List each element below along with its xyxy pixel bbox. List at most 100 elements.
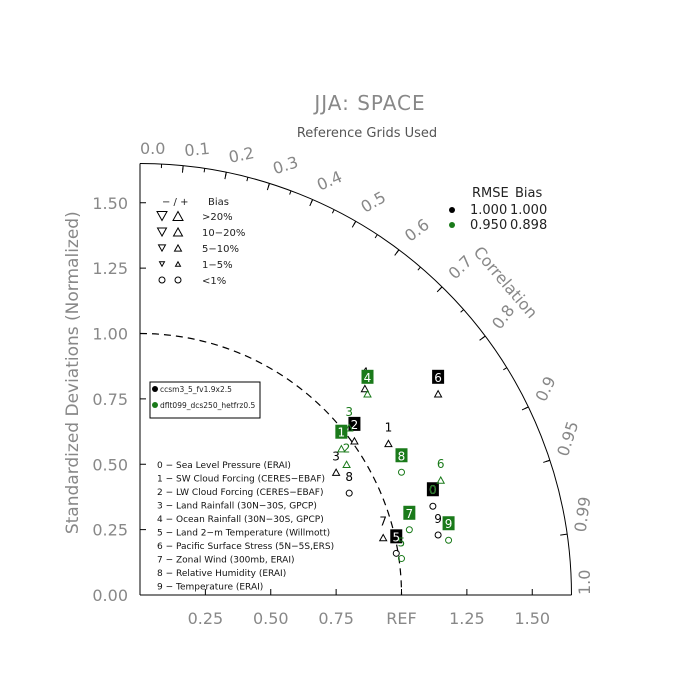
bias-legend-up-triangle xyxy=(172,226,184,237)
points-layer: 01234567890123456789 xyxy=(331,366,455,563)
point-label: 8 xyxy=(345,470,353,484)
variable-list-item: 8 − Relative Humidity (ERAI) xyxy=(157,569,286,579)
bias-marker-triangle xyxy=(436,475,446,484)
bias-legend-down-triangle xyxy=(156,211,168,222)
point-label: 1 xyxy=(338,426,346,440)
point-label-box xyxy=(403,505,416,520)
correlation-tick-label: 0.2 xyxy=(227,143,256,167)
point-label-box xyxy=(335,424,348,439)
bias-marker-triangle xyxy=(344,423,354,432)
y-tick-label: 1.50 xyxy=(92,194,128,213)
series-legend-box xyxy=(149,381,261,419)
correlation-minor-tick xyxy=(353,221,357,226)
point-label-box xyxy=(348,416,361,431)
bias-marker-circle xyxy=(405,526,413,534)
bias-legend-header: Bias xyxy=(208,197,229,208)
variable-list-item: 5 − Land 2−m Temperature (Willmott) xyxy=(157,529,330,539)
correlation-minor-tick xyxy=(481,335,486,339)
correlation-tick-label: 0.99 xyxy=(571,495,595,533)
correlation-tick-label: 0.5 xyxy=(357,187,389,216)
y-axis-label: Standardized Deviations (Normalized) xyxy=(63,211,83,534)
bias-marker-triangle xyxy=(350,436,359,445)
series-legend-dot xyxy=(152,386,158,392)
point-label: 2 xyxy=(351,418,359,432)
bias-marker-circle xyxy=(429,502,437,510)
bias-legend-circle xyxy=(158,276,166,284)
bias-marker-circle xyxy=(445,536,453,544)
point-label: 3 xyxy=(332,449,340,463)
bias-marker-circle xyxy=(434,531,442,539)
x-tick-label: 0.25 xyxy=(188,609,224,628)
variable-list-item: 4 − Ocean Rainfall (30N−30S, GPCP) xyxy=(157,515,324,525)
point-label: 8 xyxy=(398,449,406,463)
point-label-box xyxy=(432,369,445,384)
correlation-minor-tick xyxy=(225,172,227,177)
bias-legend-circle xyxy=(174,276,182,284)
x-tick-label: 1.50 xyxy=(514,609,550,628)
rmse-value: 0.950 xyxy=(470,218,507,233)
bias-legend-up-triangle xyxy=(173,243,183,252)
point-label: 7 xyxy=(379,515,387,529)
correlation-minor-tick xyxy=(289,190,292,195)
bias-marker-triangle xyxy=(363,389,372,398)
correlation-minor-tick xyxy=(417,266,421,271)
correlation-tick-label: 0.3 xyxy=(270,152,300,178)
correlation-minor-tick xyxy=(267,183,270,188)
variable-list-item: 9 − Temperature (ERAI) xyxy=(157,583,263,593)
variable-list-item: 6 − Pacific Surface Stress (5N−5S,ERS) xyxy=(157,542,334,552)
rmse-legend-header: RMSE xyxy=(472,186,509,201)
correlation-minor-tick xyxy=(524,406,529,410)
point-label-box xyxy=(390,529,403,544)
point-label: 1 xyxy=(385,420,393,434)
rmse-value: 1.000 xyxy=(470,203,507,218)
bias-marker-triangle xyxy=(378,533,388,542)
correlation-tick-label: 0.1 xyxy=(183,139,210,160)
bias-column-header: Bias xyxy=(515,186,542,201)
variable-list-item: 7 − Zonal Wind (300mb, ERAI) xyxy=(157,556,295,566)
series-legend-dot xyxy=(152,402,158,408)
variable-list-item: 3 − Land Rainfall (30N−30S, GPCP) xyxy=(157,502,317,512)
series-legend-label: ccsm3_5_fv1.9x2.5 xyxy=(160,385,232,394)
point-label: 0 xyxy=(429,483,437,497)
x-tick-label: 0.75 xyxy=(318,609,354,628)
bias-marker-triangle xyxy=(331,468,341,476)
correlation-minor-tick xyxy=(503,367,508,371)
bias-legend-label: 1−5% xyxy=(202,260,233,271)
correlation-minor-tick xyxy=(545,459,551,462)
correlation-minor-tick xyxy=(374,234,378,239)
correlation-minor-tick xyxy=(246,177,249,182)
correlation-tick-label: 0.4 xyxy=(314,167,345,195)
y-tick-label: 0.50 xyxy=(92,455,128,474)
point-label: 3 xyxy=(345,405,353,419)
correlation-minor-tick xyxy=(460,309,464,313)
y-tick-label: 0.25 xyxy=(92,521,128,540)
point-label: 2 xyxy=(343,441,351,455)
bias-marker-triangle xyxy=(384,439,393,448)
point-label-box xyxy=(395,448,408,463)
variable-list-item: 0 − Sea Level Pressure (ERAI) xyxy=(157,461,291,471)
bias-marker-triangle xyxy=(360,384,370,393)
rmse-legend-dot xyxy=(449,207,455,213)
bias-value: 1.000 xyxy=(510,203,547,218)
bias-legend-label: <1% xyxy=(202,276,226,287)
bias-marker-circle xyxy=(398,468,405,476)
correlation-tick-label: 0.6 xyxy=(401,215,433,245)
y-tick-label: 1.00 xyxy=(92,325,128,344)
point-label: 5 xyxy=(398,536,406,550)
bias-legend-down-triangle xyxy=(158,261,166,268)
bias-marker-triangle xyxy=(433,389,443,398)
bias-marker-triangle xyxy=(342,460,351,469)
correlation-minor-tick xyxy=(203,168,206,173)
bias-legend-label: 10−20% xyxy=(202,228,245,239)
bias-legend-down-triangle xyxy=(157,244,167,253)
correlation-minor-tick xyxy=(438,286,443,291)
variable-list-item: 1 − SW Cloud Forcing (CERES−EBAF) xyxy=(157,475,325,485)
correlation-tick-label: 0.95 xyxy=(553,419,582,459)
bias-legend-up-triangle xyxy=(174,260,182,267)
correlation-minor-tick xyxy=(396,249,400,254)
point-label: 5 xyxy=(392,530,400,544)
y-tick-label: 0.75 xyxy=(92,390,128,409)
bias-marker-circle xyxy=(345,489,353,497)
correlation-tick-label: 0.9 xyxy=(531,373,559,404)
